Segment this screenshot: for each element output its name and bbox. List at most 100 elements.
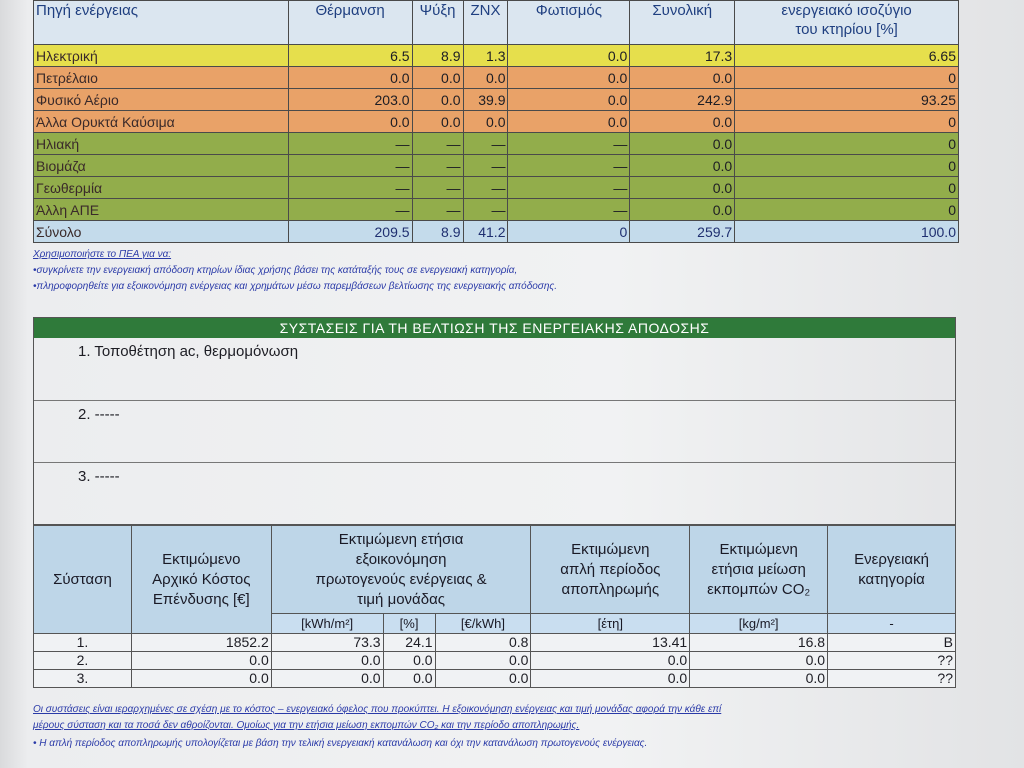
rec-table-row: 2. 0.0 0.0 0.0 0.0 0.0 0.0?? [33,651,956,670]
energy-row-label: Ηλιακή [33,132,289,155]
header-balance: ενεργειακό ισοζύγιο του κτηρίου [%] [734,0,959,45]
energy-row: Φυσικό Αέριο 203.0 0.0 39.9 0.0 242.9 93.25 [33,88,959,111]
header-cooling: Ψύξη [411,0,464,45]
energy-cell-cooling: 0.0 [411,66,464,89]
energy-cell-heating: 203.0 [287,88,413,111]
header-lighting: Φωτισμός [507,0,631,45]
energy-cell-lighting: — [507,154,631,177]
energy-row-label: Άλλη ΑΠΕ [33,198,289,221]
header-cost-line2: Αρχικό Κόστος [152,570,251,588]
energy-cell-heating: 0.0 [287,110,413,133]
energy-cell-heating: — [287,132,413,155]
energy-cell-balance: 0 [734,110,959,133]
energy-cell-lighting: 0.0 [507,44,631,67]
rec-cell-energy: 0.0 [270,651,384,670]
header-balance-line2: του κτηρίου [%] [795,21,898,38]
header-cost-line1: Εκτιμώμενο [162,550,241,568]
total-dhw: 41.2 [462,220,509,243]
energy-row-label: Πετρέλαιο [33,66,289,89]
energy-row-label: Άλλα Ορυκτά Καύσιμα [33,110,289,133]
header-class-line1: Ενεργειακή [854,550,929,568]
header-co2-line1: Εκτιμώμενη [719,540,798,558]
usage-notes-title: Χρησιμοποιήστε το ΠΕΑ για να: [33,249,172,260]
energy-cell-balance: 93.25 [734,88,959,111]
energy-cell-dhw: 0.0 [462,110,509,133]
energy-cell-total: 0.0 [629,154,736,177]
rec-cell-price: 0.0 [434,651,532,670]
energy-cell-balance: 0 [734,66,959,89]
header-savings-line4: τιμή μονάδας [357,590,445,608]
rec-cell-energy: 0.0 [270,669,384,688]
rec-cell-class: ?? [827,651,956,670]
energy-cell-cooling: — [411,154,464,177]
footnote-line2: μέρους σύσταση και τα ποσά δεν αθροίζοντ… [33,720,580,731]
energy-row: Βιομάζα — — — —0.0 0 [33,154,959,177]
energy-cell-balance: 0 [734,154,959,177]
rec-cell-payback: 13.41 [530,633,691,652]
energy-cell-cooling: 8.9 [411,44,464,67]
rec-table-header: Σύσταση Εκτιμώμενο Αρχικό Κόστος Επένδυσ… [33,525,956,634]
rec-cell-co2: 0.0 [689,669,829,688]
energy-row: Άλλα Ορυκτά Καύσιμα 0.0 0.0 0.0 0.0 0.0 0 [33,110,959,133]
header-savings: Εκτιμώμενη ετήσια εξοικονόμηση πρωτογενο… [270,525,532,614]
energy-cell-total: 0.0 [629,176,736,199]
energy-cell-balance: 0 [734,176,959,199]
energy-total-row: Σύνολο 209.5 8.9 41.2 0 259.7 100.0 [33,220,959,243]
recommendation-text: 2. ----- [78,406,120,423]
header-payback-line1: Εκτιμώμενη [571,540,650,558]
rec-cell-class: ?? [827,669,956,688]
rec-cell-price: 0.0 [434,669,532,688]
energy-cell-dhw: 39.9 [462,88,509,111]
energy-cell-total: 0.0 [629,132,736,155]
energy-cell-heating: 6.5 [287,44,413,67]
unit-percent: [%] [382,613,436,634]
energy-balance-table: Πηγή ενέργειας Θέρμανση Ψύξη ΖΝΧ Φωτισμό… [33,0,959,243]
energy-table-header: Πηγή ενέργειας Θέρμανση Ψύξη ΖΝΧ Φωτισμό… [33,0,959,45]
energy-cell-dhw: — [462,154,509,177]
energy-cell-balance: 0 [734,132,959,155]
rec-cell-cost: 1852.2 [130,633,272,652]
rec-cell-no: 2. [33,651,132,670]
energy-cell-cooling: — [411,132,464,155]
rec-cell-cost: 0.0 [130,651,272,670]
energy-cell-lighting: — [507,198,631,221]
energy-cell-total: 0.0 [629,198,736,221]
header-cost: Εκτιμώμενο Αρχικό Κόστος Επένδυσης [€] [130,525,272,634]
rec-cell-percent: 0.0 [382,651,436,670]
energy-cell-dhw: — [462,176,509,199]
energy-row: Ηλεκτρική 6.5 8.9 1.3 0.0 17.3 6.65 [33,44,959,67]
total-cooling: 8.9 [411,220,464,243]
energy-row: Γεωθερμία — — — —0.0 0 [33,176,959,199]
recommendations-table: Σύσταση Εκτιμώμενο Αρχικό Κόστος Επένδυσ… [33,525,956,688]
energy-cell-total: 17.3 [629,44,736,67]
energy-row-label: Ηλεκτρική [33,44,289,67]
header-class: Ενεργειακή κατηγορία [827,525,956,614]
unit-years: [έτη] [530,613,691,634]
energy-cell-heating: — [287,176,413,199]
header-dhw: ΖΝΧ [462,0,509,45]
energy-cell-total: 242.9 [629,88,736,111]
energy-row: Ηλιακή — — — —0.0 0 [33,132,959,155]
energy-cell-balance: 6.65 [734,44,959,67]
energy-cell-heating: 0.0 [287,66,413,89]
rec-cell-energy: 73.3 [270,633,384,652]
header-savings-line3: πρωτογενούς ενέργειας & [315,570,487,588]
recommendations-title: ΣΥΣΤΑΣΕΙΣ ΓΙΑ ΤΗ ΒΕΛΤΙΩΣΗ ΤΗΣ ΕΝΕΡΓΕΙΑΚΗ… [34,318,955,338]
rec-cell-percent: 24.1 [382,633,436,652]
rec-table-row: 3. 0.0 0.0 0.0 0.0 0.0 0.0?? [33,669,956,688]
total-lighting: 0 [507,220,631,243]
recommendation-item: 2. ----- [34,400,955,463]
total-total: 259.7 [629,220,736,243]
rec-table-row: 1. 1852.2 73.3 24.1 0.8 13.41 16.8 B [33,633,956,652]
recommendation-text: 1. Τοποθέτηση ac, θερμομόνωση [78,343,299,360]
rec-cell-no: 1. [33,633,132,652]
header-payback: Εκτιμώμενη απλή περίοδος αποπληρωμής [530,525,691,614]
unit-co2: [kg/m²] [689,613,829,634]
energy-cell-lighting: 0.0 [507,66,631,89]
energy-cell-dhw: — [462,132,509,155]
recommendation-text: 3. ----- [78,468,120,485]
energy-cell-total: 0.0 [629,110,736,133]
unit-energy: [kWh/m²] [270,613,384,634]
recommendations-box: ΣΥΣΤΑΣΕΙΣ ΓΙΑ ΤΗ ΒΕΛΤΙΩΣΗ ΤΗΣ ΕΝΕΡΓΕΙΑΚΗ… [33,317,956,525]
rec-cell-co2: 16.8 [689,633,829,652]
